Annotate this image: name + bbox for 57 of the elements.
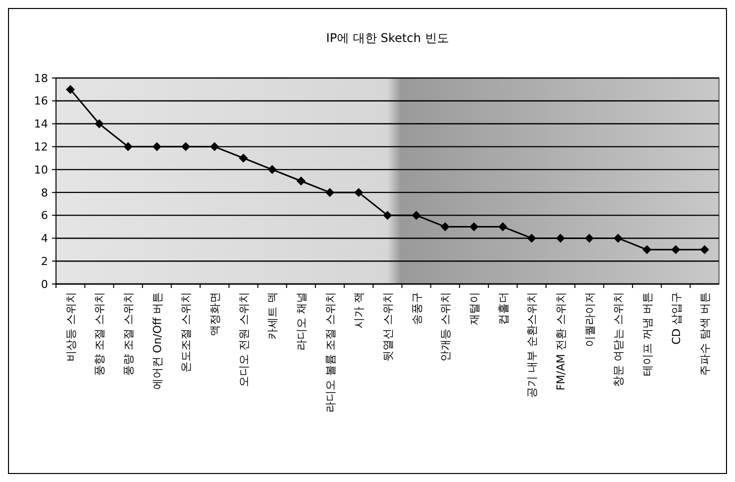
y-tick-label: 18 (34, 72, 48, 85)
x-tick-label: 라디오 볼륨 조절 스위치 (324, 292, 337, 412)
point (700, 245, 710, 254)
y-tick-label: 0 (41, 278, 48, 291)
point (527, 234, 536, 243)
x-tick-label: 풍량 조절 스위치 (122, 292, 136, 376)
point (412, 210, 421, 220)
point (181, 142, 190, 152)
point (383, 210, 392, 220)
point (325, 188, 334, 197)
y-tick-label: 4 (41, 232, 48, 246)
x-tick-label: 송풍구 (410, 292, 424, 325)
y-tick-label: 2 (41, 254, 48, 268)
y-tick-label: 8 (41, 186, 48, 200)
x-tick-label: 온도조절 스위치 (180, 292, 193, 372)
point (440, 222, 450, 232)
point (268, 165, 277, 174)
point (498, 222, 508, 232)
point (66, 84, 75, 94)
point (556, 234, 565, 243)
x-tick-label: 이퀄라이저 (583, 292, 596, 347)
point (124, 142, 133, 152)
point (614, 234, 623, 243)
x-tick-label: 공기 내부 순환스위치 (526, 292, 539, 398)
x-tick-label: 액정화면 (208, 292, 222, 336)
x-tick-label: 주파수 탐색 버튼 (698, 292, 712, 376)
chart-title: IP에 대한 Sketch 빈도 (326, 31, 449, 45)
x-tick-label: 테이프 꺼냄 버튼 (640, 292, 654, 376)
point (94, 119, 104, 128)
x-tick-label: 오디오 전원 스위치 (237, 292, 250, 387)
y-tick-label: 14 (34, 118, 48, 131)
point (354, 188, 364, 197)
y-tick-label: 12 (34, 140, 48, 154)
point (642, 245, 652, 254)
y-tick-label: 16 (34, 94, 48, 108)
x-tick-label: 뒷열선 스위치 (382, 292, 394, 362)
x-tick-label: 컵홀더 (496, 292, 510, 325)
y-tick-label: 10 (34, 163, 48, 176)
x-tick-label: 안개등 스위치 (439, 292, 452, 362)
x-tick-label: CD 삽입구 (670, 292, 683, 345)
x-tick-label: 카세트 덱 (266, 292, 280, 340)
point (469, 222, 478, 232)
y-tick-label: 6 (41, 209, 48, 222)
point (210, 142, 220, 152)
x-tick-label: 라디오 채널 (295, 292, 308, 350)
x-tick-label: 창문 여닫는 스위치 (612, 292, 626, 387)
x-tick-label: 재털이 (468, 292, 481, 325)
point (152, 142, 162, 152)
point (671, 245, 680, 254)
point (238, 154, 248, 163)
x-tick-label: 시가 잭 (352, 292, 366, 328)
point (296, 176, 306, 186)
point (584, 234, 594, 243)
x-tick-label: 풍향 조절 스위치 (93, 292, 106, 376)
x-tick-label: FM/AM 전환 스위치 (554, 292, 568, 391)
x-tick-label: 에어컨 On/Off 버튼 (150, 292, 164, 390)
x-tick-label: 비상등 스위치 (64, 292, 78, 362)
